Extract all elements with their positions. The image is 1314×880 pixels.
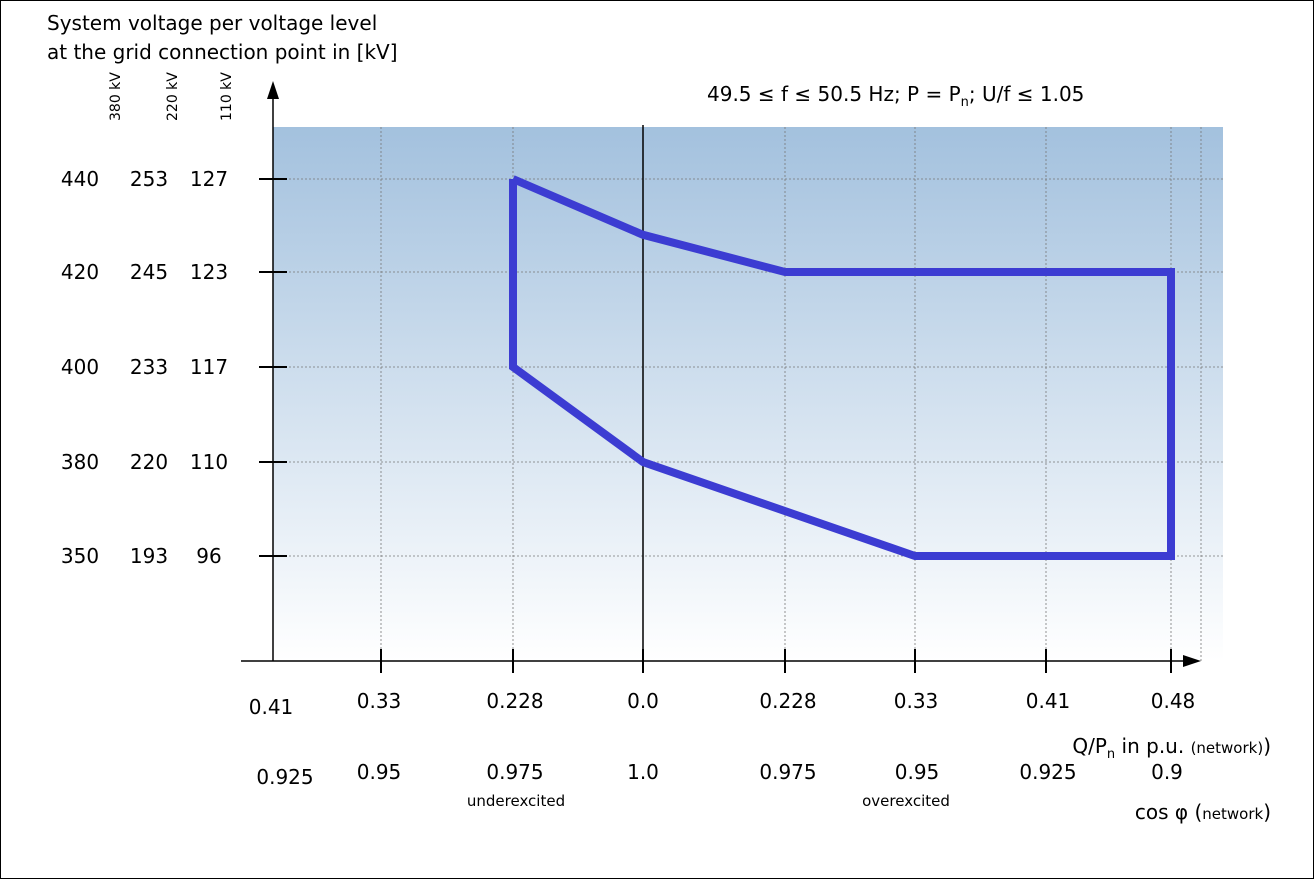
x-q-tick-label: 0.228 [759,689,816,713]
series-line [509,175,1175,560]
y-tick-label: 96 [196,544,221,568]
x-q-tick-label: 0.41 [249,695,294,719]
level-220kv-label: 220 kV [165,72,181,121]
y-tick-marks [259,178,287,557]
y-axis-title-line1: System voltage per voltage level [47,11,377,35]
y-tick-label: 127 [190,167,228,191]
y-axis-arrow-icon [267,81,279,99]
level-110kv-label: 110 kV [219,72,235,121]
y-tick-label: 110 [190,450,228,474]
x-cos-tick-label: 0.925 [1019,760,1076,784]
x-cos-tick-labels: 0.925 0.95 0.975 1.0 0.975 0.95 0.925 0.9 [256,760,1183,789]
y-axis-title-line2: at the grid connection point in [kV] [47,40,398,64]
level-380kv-label: 380 kV [108,72,124,121]
x-axis-title-q: Q/Pn in p.u. (network)) [1072,734,1271,762]
y-tick-labels: 440 253 127 420 245 123 400 233 117 380 220 110 350 1… [61,167,228,568]
y-tick-label: 440 [61,167,99,191]
x-axis-arrow-icon [1183,655,1201,667]
y-tick-label: 253 [130,167,168,191]
y-tick-label: 420 [61,260,99,284]
x-cos-tick-label: 0.95 [357,760,402,784]
y-tick-label: 220 [130,450,168,474]
operating-range-curve [509,175,1175,560]
y-tick-label: 233 [130,355,168,379]
y-tick-label: 193 [130,544,168,568]
x-axis-title-cos: cos φ (network) [1135,800,1271,824]
x-q-tick-label: 0.228 [486,689,543,713]
y-tick-label: 123 [190,260,228,284]
x-cos-tick-label: 0.9 [1151,760,1183,784]
overexcited-note: overexcited [862,792,950,810]
x-q-tick-label: 0.0 [627,689,659,713]
x-q-tick-label: 0.33 [894,689,939,713]
underexcited-note: underexcited [467,792,565,810]
y-tick-label: 245 [130,260,168,284]
operating-conditions: 49.5 ≤ f ≤ 50.5 Hz; P = Pn; U/f ≤ 1.05 [707,82,1084,110]
y-tick-label: 350 [61,544,99,568]
x-cos-tick-label: 0.925 [256,765,313,789]
x-q-tick-label: 0.41 [1026,689,1071,713]
plot-background [273,127,1223,661]
x-q-tick-label: 0.33 [357,689,402,713]
x-q-tick-label: 0.48 [1151,689,1196,713]
y-tick-label: 400 [61,355,99,379]
x-cos-tick-label: 1.0 [627,760,659,784]
y-tick-label: 117 [190,355,228,379]
x-cos-tick-label: 0.975 [759,760,816,784]
x-cos-tick-label: 0.975 [486,760,543,784]
x-q-tick-labels: 0.41 0.33 0.228 0.0 0.228 0.33 0.41 0.48 [249,689,1196,719]
y-tick-label: 380 [61,450,99,474]
x-tick-marks [380,649,1172,673]
x-cos-tick-label: 0.95 [895,760,940,784]
